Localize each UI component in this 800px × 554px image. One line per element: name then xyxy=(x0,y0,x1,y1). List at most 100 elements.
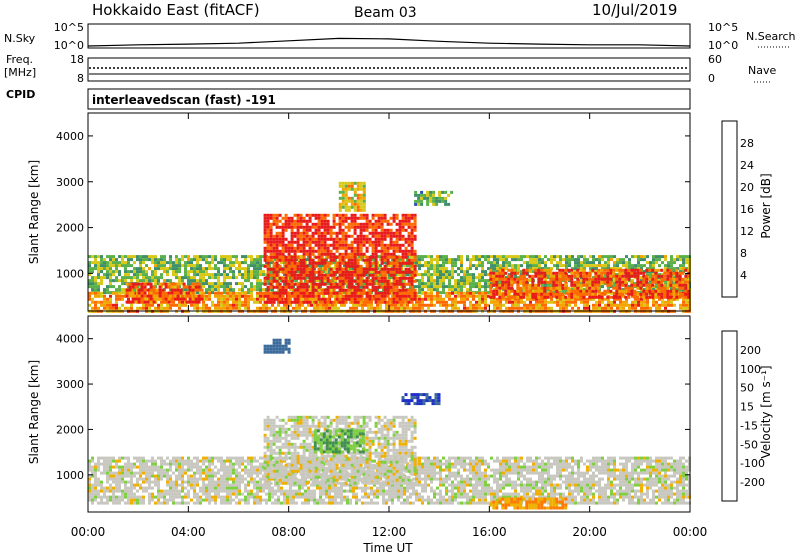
power-cell xyxy=(573,280,577,284)
power-cell xyxy=(97,273,100,277)
power-cell xyxy=(392,255,396,259)
power-cell xyxy=(379,264,382,268)
power-cell xyxy=(371,288,375,292)
power-cell xyxy=(559,258,562,262)
power-cell xyxy=(478,285,481,289)
power-cell xyxy=(398,288,402,292)
power-cell xyxy=(586,303,589,307)
power-cell xyxy=(579,283,583,287)
power-cell xyxy=(621,268,625,272)
power-cell xyxy=(335,240,339,244)
power-cell xyxy=(583,306,586,310)
power-cell xyxy=(531,280,535,284)
power-cell xyxy=(615,286,619,290)
power-cell xyxy=(322,264,325,268)
power-cell xyxy=(562,264,565,268)
power-cell xyxy=(323,267,327,271)
power-cell xyxy=(655,303,658,307)
power-cell xyxy=(91,279,94,283)
power-cell xyxy=(166,279,169,283)
power-cell xyxy=(290,231,294,235)
power-cell xyxy=(263,225,267,229)
power-cell xyxy=(320,231,324,235)
power-cell xyxy=(145,258,148,262)
power-cell xyxy=(266,300,270,304)
power-cell xyxy=(664,300,667,304)
power-cell xyxy=(362,279,366,283)
power-cell xyxy=(555,286,559,290)
power-cell xyxy=(607,267,610,271)
power-cell xyxy=(283,306,286,310)
power-cell xyxy=(296,294,300,298)
power-cell xyxy=(445,294,448,298)
power-cell xyxy=(585,280,589,284)
power-cell xyxy=(332,282,336,286)
power-cell xyxy=(365,270,369,274)
power-cell xyxy=(442,273,445,277)
power-cell xyxy=(341,231,345,235)
power-cell xyxy=(418,255,421,259)
power-cell xyxy=(609,283,613,287)
power-cell xyxy=(112,273,115,277)
power-cell xyxy=(163,255,166,259)
power-cell xyxy=(197,297,201,301)
freq-tick-top: 18 xyxy=(70,53,84,66)
power-cell xyxy=(134,297,138,301)
power-cell xyxy=(436,300,439,304)
power-cell xyxy=(293,288,297,292)
power-cell xyxy=(643,297,646,301)
power-cell xyxy=(275,243,279,247)
power-cell xyxy=(308,294,312,298)
power-cell xyxy=(271,288,274,292)
power-cell xyxy=(481,300,484,304)
power-cell xyxy=(169,306,172,310)
power-cell xyxy=(311,231,315,235)
power-cell xyxy=(211,258,214,262)
power-cell xyxy=(600,277,604,281)
power-cell xyxy=(290,279,294,283)
power-cell xyxy=(281,288,285,292)
power-cell xyxy=(278,252,282,256)
power-cell xyxy=(172,270,175,274)
power-cell xyxy=(377,225,381,229)
power-cell xyxy=(199,279,202,283)
power-cell xyxy=(121,291,124,295)
power-cell xyxy=(571,267,574,271)
power-cell xyxy=(670,303,673,307)
power-cell xyxy=(454,294,457,298)
power-cell xyxy=(540,289,544,293)
power-cell xyxy=(244,270,247,274)
power-cell xyxy=(121,276,124,280)
power-cell xyxy=(403,306,406,310)
power-cell xyxy=(299,282,303,286)
power-cell xyxy=(178,300,181,304)
power-cell xyxy=(502,303,505,307)
power-cell xyxy=(202,273,205,277)
power-cell xyxy=(410,243,414,247)
power-cell xyxy=(269,267,273,271)
power-cell xyxy=(499,300,502,304)
power-cell xyxy=(398,219,402,223)
power-cell xyxy=(344,240,348,244)
power-cell xyxy=(391,291,394,295)
power-cell xyxy=(293,213,297,217)
power-cell xyxy=(163,261,166,265)
power-cell xyxy=(633,289,637,293)
power-cell xyxy=(154,267,157,271)
power-cell xyxy=(469,267,472,271)
power-cell xyxy=(277,276,280,280)
power-cell xyxy=(368,222,372,226)
power-cell xyxy=(567,286,571,290)
power-cell xyxy=(223,267,226,271)
power-cell xyxy=(410,237,414,241)
power-cell xyxy=(262,291,265,295)
power-cell xyxy=(564,277,568,281)
power-cell xyxy=(272,297,276,301)
power-cell xyxy=(615,268,619,272)
power-cell xyxy=(616,264,619,268)
power-cell xyxy=(338,297,342,301)
power-cell xyxy=(335,243,339,247)
power-cell xyxy=(326,288,330,292)
power-cell xyxy=(170,288,174,292)
power-cell xyxy=(504,271,508,275)
